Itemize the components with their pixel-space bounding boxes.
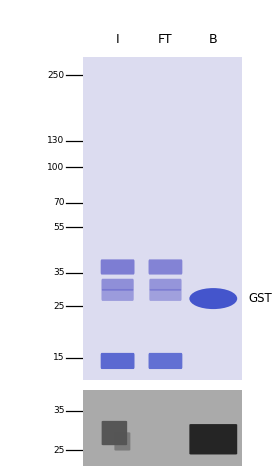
Text: 35: 35	[53, 407, 64, 416]
Text: FT: FT	[158, 33, 173, 46]
Text: Coomassie: Coomassie	[181, 393, 237, 403]
FancyBboxPatch shape	[102, 421, 127, 445]
FancyBboxPatch shape	[189, 424, 237, 455]
FancyBboxPatch shape	[101, 279, 134, 291]
Text: I: I	[116, 33, 119, 46]
Text: 35: 35	[53, 268, 64, 277]
FancyBboxPatch shape	[149, 279, 182, 291]
Text: 130: 130	[47, 136, 64, 145]
FancyBboxPatch shape	[149, 289, 182, 301]
Text: GST: GST	[248, 292, 272, 305]
FancyBboxPatch shape	[101, 289, 134, 301]
Text: 55: 55	[53, 223, 64, 232]
FancyBboxPatch shape	[101, 353, 134, 369]
Text: 250: 250	[47, 71, 64, 80]
Text: B: B	[209, 33, 218, 46]
Text: 15: 15	[53, 353, 64, 362]
FancyBboxPatch shape	[148, 353, 182, 369]
Text: 100: 100	[47, 163, 64, 171]
FancyBboxPatch shape	[148, 259, 182, 275]
Text: 70: 70	[53, 199, 64, 208]
Ellipse shape	[189, 288, 237, 309]
FancyBboxPatch shape	[114, 432, 130, 451]
FancyBboxPatch shape	[101, 259, 134, 275]
Text: 25: 25	[53, 302, 64, 311]
Text: 25: 25	[53, 446, 64, 455]
